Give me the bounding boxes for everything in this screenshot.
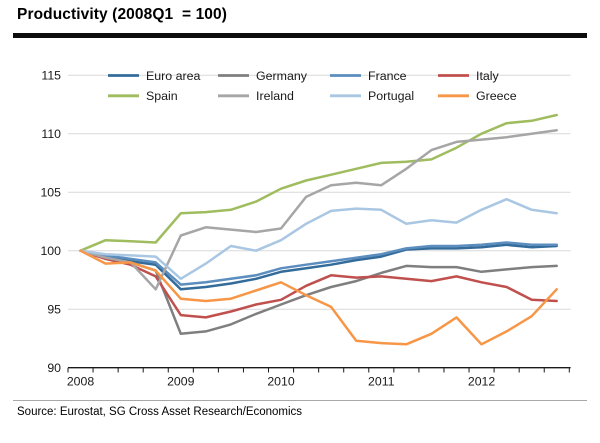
legend-label-italy: Italy	[476, 69, 500, 83]
y-axis-label-90: 90	[47, 361, 61, 375]
y-axis-label-95: 95	[47, 302, 61, 316]
x-axis-label-2009: 2009	[167, 375, 195, 389]
legend-label-france: France	[368, 69, 407, 83]
y-axis-label-115: 115	[41, 68, 61, 82]
legend-label-greece: Greece	[476, 89, 517, 103]
line-spain	[79, 113, 558, 252]
legend-label-germany: Germany	[256, 69, 308, 83]
x-axis-label-2010: 2010	[267, 375, 295, 389]
chart-title: Productivity (2008Q1 = 100)	[17, 6, 227, 23]
y-axis-label-110: 110	[41, 127, 61, 141]
legend-label-ireland: Ireland	[256, 89, 294, 103]
y-axis-label-100: 100	[40, 244, 61, 258]
line-euro-area	[79, 243, 558, 291]
line-ireland	[79, 128, 558, 291]
legend-label-portugal: Portugal	[368, 89, 414, 103]
legend-label-euro-area: Euro area	[146, 69, 201, 83]
x-axis-label-2012: 2012	[468, 375, 496, 389]
y-axis-label-105: 105	[40, 185, 61, 199]
source-note: Source: Eurostat, SG Cross Asset Researc…	[17, 406, 303, 418]
footer-divider	[13, 400, 587, 401]
line-greece	[79, 249, 558, 346]
x-axis-label-2011: 2011	[368, 375, 395, 389]
line-france	[79, 241, 558, 286]
legend-label-spain: Spain	[146, 89, 178, 103]
line-portugal	[79, 197, 558, 281]
title-divider	[13, 33, 587, 38]
x-axis-label-2008: 2008	[67, 375, 95, 389]
